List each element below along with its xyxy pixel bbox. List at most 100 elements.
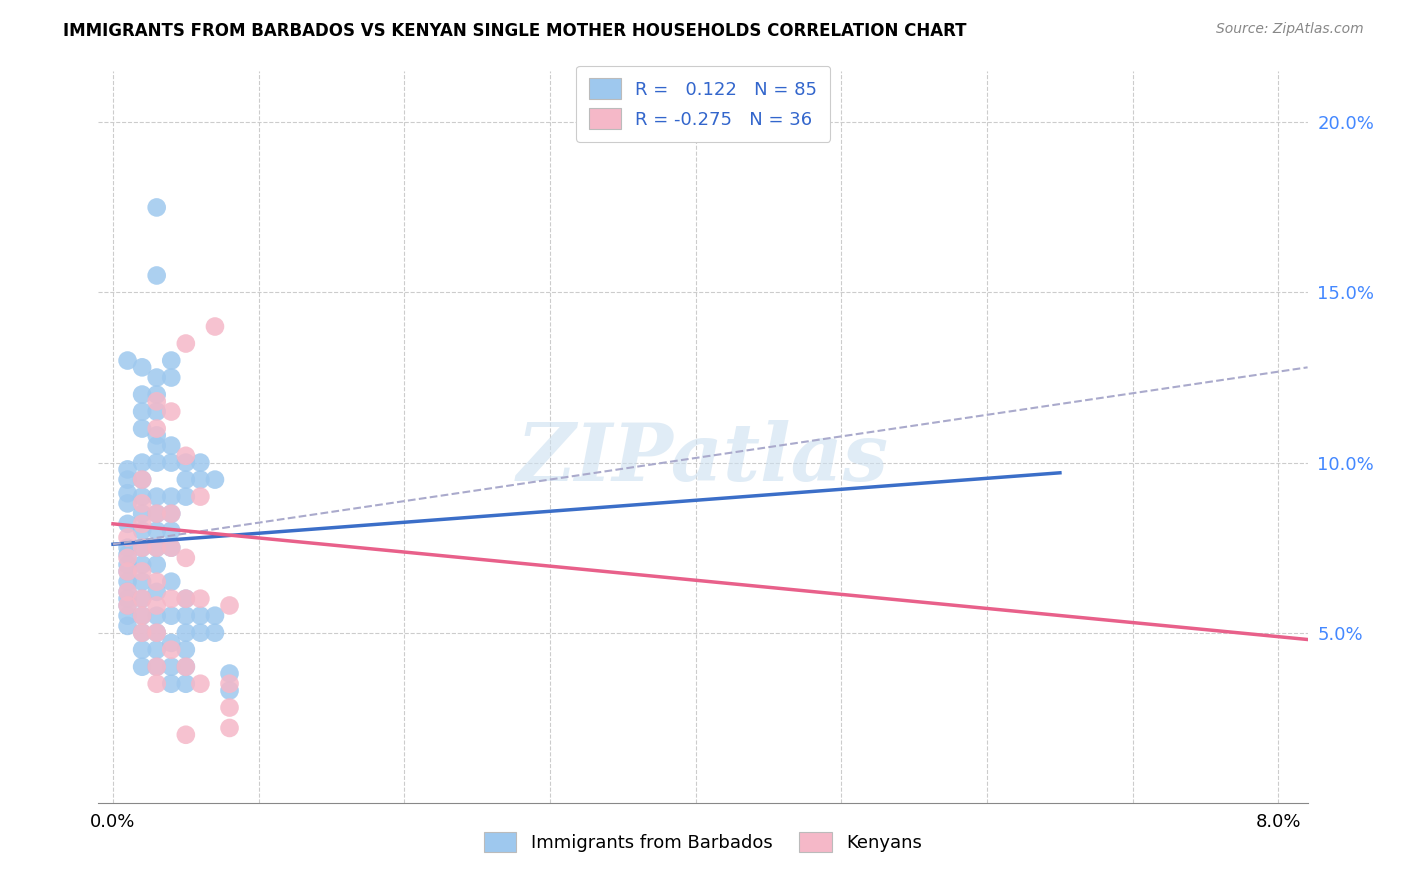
Point xyxy=(145,541,167,555)
Point xyxy=(117,565,139,579)
Point xyxy=(174,591,197,606)
Point xyxy=(218,721,240,735)
Point xyxy=(117,541,139,555)
Point xyxy=(117,550,139,565)
Point xyxy=(174,456,197,470)
Point xyxy=(145,625,167,640)
Point xyxy=(117,565,139,579)
Point xyxy=(174,659,197,673)
Point xyxy=(174,659,197,673)
Point xyxy=(160,353,183,368)
Point xyxy=(145,541,167,555)
Point xyxy=(131,625,153,640)
Point xyxy=(160,524,183,538)
Point xyxy=(145,456,167,470)
Point xyxy=(131,659,153,673)
Point xyxy=(160,541,183,555)
Point xyxy=(145,439,167,453)
Point xyxy=(145,201,167,215)
Point xyxy=(131,608,153,623)
Point xyxy=(174,591,197,606)
Point xyxy=(145,421,167,435)
Point xyxy=(218,683,240,698)
Point xyxy=(145,659,167,673)
Legend: Immigrants from Barbados, Kenyans: Immigrants from Barbados, Kenyans xyxy=(477,824,929,860)
Point xyxy=(160,591,183,606)
Text: IMMIGRANTS FROM BARBADOS VS KENYAN SINGLE MOTHER HOUSEHOLDS CORRELATION CHART: IMMIGRANTS FROM BARBADOS VS KENYAN SINGL… xyxy=(63,22,967,40)
Point xyxy=(117,473,139,487)
Point xyxy=(131,490,153,504)
Point xyxy=(117,531,139,545)
Point xyxy=(145,507,167,521)
Point xyxy=(204,319,226,334)
Point xyxy=(190,608,212,623)
Point xyxy=(145,659,167,673)
Point xyxy=(160,642,183,657)
Point xyxy=(160,456,183,470)
Point xyxy=(117,599,139,613)
Point xyxy=(117,608,139,623)
Point xyxy=(145,404,167,418)
Point xyxy=(174,550,197,565)
Point xyxy=(117,496,139,510)
Point xyxy=(117,585,139,599)
Point xyxy=(131,516,153,531)
Point xyxy=(145,642,167,657)
Point xyxy=(160,439,183,453)
Point xyxy=(131,387,153,401)
Point xyxy=(190,473,212,487)
Point xyxy=(131,456,153,470)
Point xyxy=(160,541,183,555)
Point xyxy=(145,394,167,409)
Point xyxy=(174,625,197,640)
Point xyxy=(218,700,240,714)
Point xyxy=(174,677,197,691)
Point xyxy=(145,387,167,401)
Point xyxy=(117,619,139,633)
Point xyxy=(218,599,240,613)
Point xyxy=(145,524,167,538)
Text: ZIPatlas: ZIPatlas xyxy=(517,420,889,498)
Point xyxy=(117,548,139,562)
Point xyxy=(131,541,153,555)
Point xyxy=(131,524,153,538)
Point xyxy=(131,473,153,487)
Point xyxy=(145,490,167,504)
Point xyxy=(117,462,139,476)
Point xyxy=(190,677,212,691)
Point xyxy=(145,574,167,589)
Text: Source: ZipAtlas.com: Source: ZipAtlas.com xyxy=(1216,22,1364,37)
Point xyxy=(145,608,167,623)
Point xyxy=(160,608,183,623)
Point xyxy=(131,496,153,510)
Point xyxy=(117,353,139,368)
Point xyxy=(160,490,183,504)
Point xyxy=(131,507,153,521)
Point xyxy=(160,507,183,521)
Point xyxy=(131,591,153,606)
Point xyxy=(145,507,167,521)
Point xyxy=(160,636,183,650)
Point xyxy=(117,591,139,606)
Point xyxy=(160,507,183,521)
Point xyxy=(117,585,139,599)
Point xyxy=(131,360,153,375)
Point xyxy=(174,608,197,623)
Point xyxy=(145,428,167,442)
Point xyxy=(190,625,212,640)
Point xyxy=(190,591,212,606)
Point xyxy=(160,370,183,384)
Point xyxy=(131,625,153,640)
Point xyxy=(145,599,167,613)
Point xyxy=(131,558,153,572)
Point xyxy=(204,608,226,623)
Point xyxy=(131,473,153,487)
Point xyxy=(145,370,167,384)
Point xyxy=(117,574,139,589)
Point xyxy=(117,558,139,572)
Point xyxy=(145,677,167,691)
Point xyxy=(131,541,153,555)
Point xyxy=(174,449,197,463)
Point xyxy=(131,642,153,657)
Point xyxy=(145,268,167,283)
